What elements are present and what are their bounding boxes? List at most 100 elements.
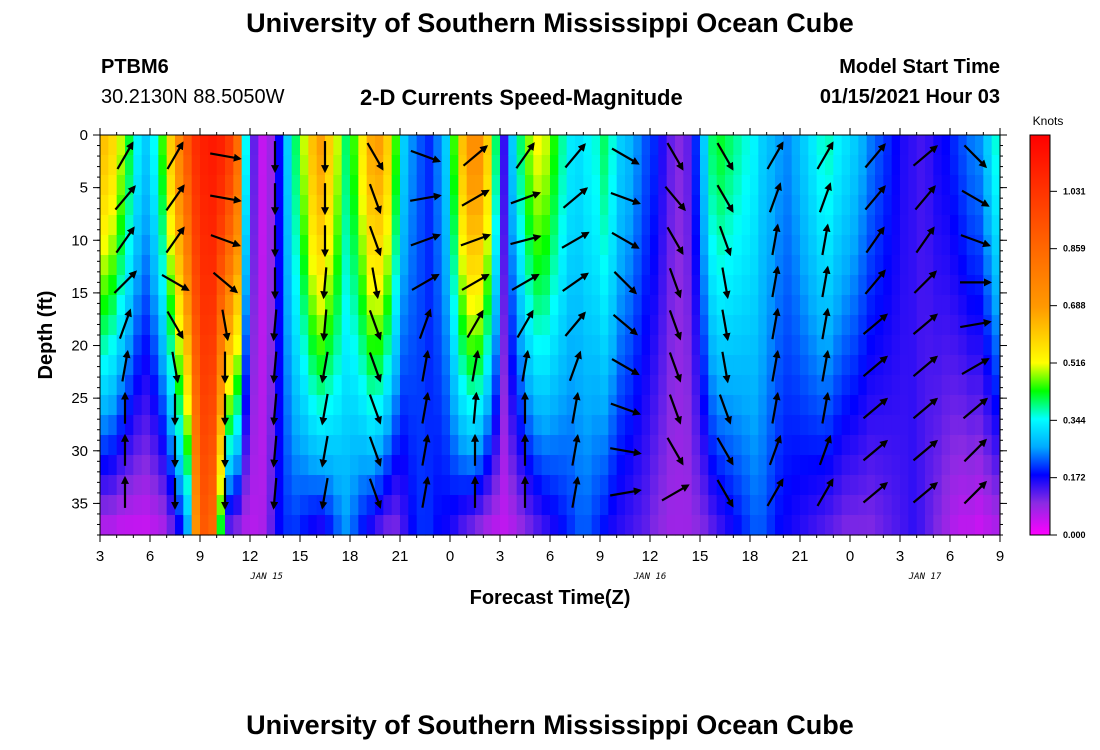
heatmap-cell: [183, 435, 193, 456]
heatmap-cell: [633, 295, 643, 316]
heatmap-cell: [291, 175, 301, 196]
heatmap-cell: [383, 235, 393, 256]
current-arrow: [270, 393, 279, 426]
heatmap-cell: [541, 435, 551, 456]
heatmap-cell: [250, 255, 259, 276]
heatmap-cell: [258, 435, 268, 456]
heatmap-cell: [425, 235, 434, 256]
heatmap-cell: [233, 175, 243, 196]
heatmap-cell: [458, 255, 468, 276]
heatmap-cell: [758, 515, 768, 536]
heatmap-cell: [475, 255, 484, 276]
heatmap-cell: [141, 255, 151, 276]
current-arrow: [116, 141, 134, 170]
heatmap-cell: [825, 355, 834, 376]
heatmap-cell: [308, 175, 318, 196]
current-arrow: [564, 143, 586, 169]
heatmap-cell: [616, 175, 626, 196]
heatmap-cell: [916, 455, 926, 476]
heatmap-cell: [575, 455, 584, 476]
heatmap-cell: [325, 435, 334, 456]
heatmap-cell: [658, 355, 668, 376]
heatmap-cell: [233, 495, 243, 516]
heatmap-cell: [158, 515, 168, 536]
heatmap-cell: [783, 415, 793, 436]
heatmap-cell: [616, 335, 626, 356]
heatmap-cell: [366, 195, 376, 216]
heatmap-cell: [608, 515, 618, 536]
heatmap-cell: [141, 375, 151, 396]
heatmap-cell: [150, 515, 159, 536]
heatmap-cell: [725, 255, 734, 276]
heatmap-cell: [783, 295, 793, 316]
heatmap-cell: [608, 475, 618, 496]
heatmap-cell: [183, 455, 193, 476]
heatmap-cell: [883, 275, 893, 296]
heatmap-cell: [508, 415, 518, 436]
heatmap-cell: [925, 455, 934, 476]
heatmap-cell: [916, 435, 926, 456]
heatmap-cell: [916, 415, 926, 436]
heatmap-cell: [575, 195, 584, 216]
heatmap-cell: [650, 295, 659, 316]
heatmap-cell: [316, 295, 326, 316]
heatmap-cell: [741, 335, 751, 356]
heatmap-cell: [475, 215, 484, 236]
heatmap-cell: [300, 215, 309, 236]
heatmap-cell: [341, 375, 351, 396]
heatmap-cell: [716, 295, 726, 316]
heatmap-cell: [691, 195, 701, 216]
heatmap-cell: [991, 215, 1001, 236]
current-arrow: [862, 482, 889, 504]
heatmap-cell: [516, 195, 526, 216]
heatmap-cell: [708, 255, 718, 276]
heatmap-cell: [708, 355, 718, 376]
heatmap-cell: [583, 255, 593, 276]
heatmap-cell: [650, 495, 659, 516]
heatmap-cell: [858, 295, 868, 316]
heatmap-cell: [341, 495, 351, 516]
heatmap-cell: [275, 475, 284, 496]
heatmap-cell: [816, 415, 826, 436]
heatmap-cell: [291, 295, 301, 316]
heatmap-cell: [183, 395, 193, 416]
heatmap-cell: [383, 275, 393, 296]
heatmap-cell: [800, 255, 809, 276]
heatmap-cell: [783, 175, 793, 196]
heatmap-cell: [483, 435, 493, 456]
heatmap-cell: [100, 475, 109, 496]
heatmap-cell: [858, 155, 868, 176]
heatmap-cell: [708, 455, 718, 476]
heatmap-cell: [441, 295, 451, 316]
heatmap-cell: [533, 355, 543, 376]
y-tick-label: 10: [71, 232, 88, 249]
current-arrow: [421, 391, 431, 424]
heatmap-cell: [783, 315, 793, 336]
heatmap-cell: [900, 495, 909, 516]
heatmap-cell: [241, 455, 251, 476]
heatmap-cell: [700, 315, 709, 336]
heatmap-cell: [783, 515, 793, 536]
heatmap-cell: [625, 415, 634, 436]
heatmap-cell: [491, 215, 501, 236]
heatmap-cell: [633, 155, 643, 176]
heatmap-cell: [575, 255, 584, 276]
heatmap-cell: [883, 495, 893, 516]
heatmap-cell: [125, 515, 134, 536]
heatmap-cell: [391, 135, 401, 156]
heatmap-cell: [316, 215, 326, 236]
heatmap-cell: [200, 515, 209, 536]
heatmap-cell: [500, 495, 509, 516]
heatmap-cell: [208, 275, 218, 296]
heatmap-cell: [291, 275, 301, 296]
heatmap-cell: [991, 135, 1001, 156]
heatmap-cell: [850, 435, 859, 456]
heatmap-cell: [633, 395, 643, 416]
heatmap-cell: [158, 435, 168, 456]
heatmap-cell: [525, 435, 534, 456]
current-arrow: [862, 439, 889, 462]
heatmap-cell: [400, 495, 409, 516]
heatmap-cell: [958, 355, 968, 376]
heatmap-cell: [566, 215, 576, 236]
heatmap-cell: [933, 255, 943, 276]
